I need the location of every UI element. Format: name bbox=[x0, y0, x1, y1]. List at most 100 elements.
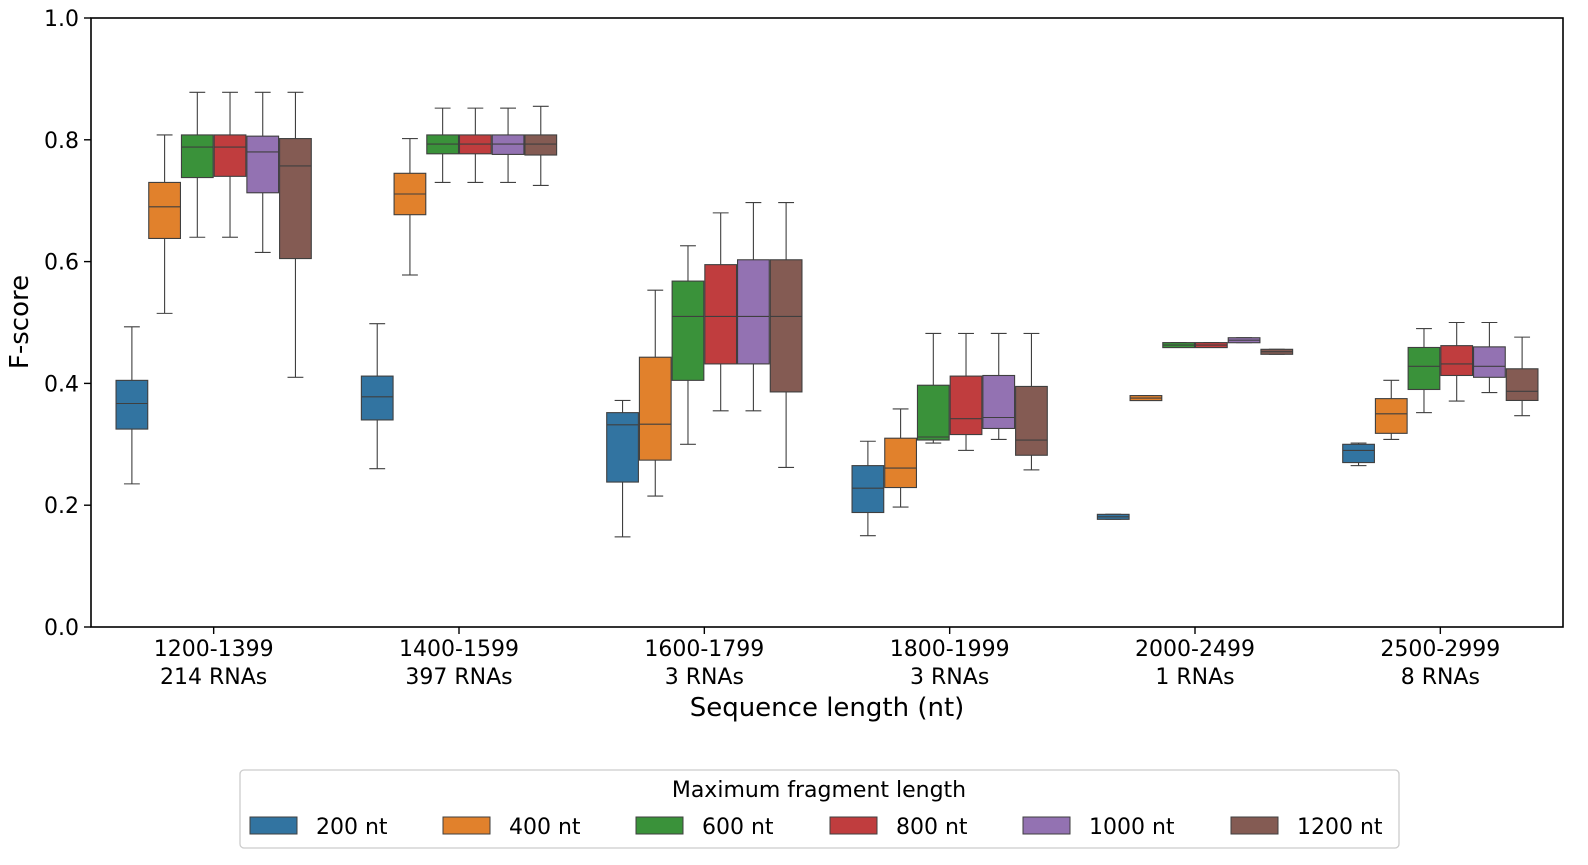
x-axis: 1200-1399 214 RNAs 1400-1599 397 RNAs 1600-1… bbox=[154, 627, 1500, 690]
legend-items: 200 nt 400 nt 600 nt 800 nt 1000 nt 1200 nt bbox=[249, 815, 1383, 840]
x-tick-label-count: 3 RNAs bbox=[910, 665, 989, 690]
box-200nt-1400-1599 bbox=[360, 323, 394, 470]
box-iqr bbox=[949, 375, 983, 436]
box-400nt-1200-1399 bbox=[148, 134, 182, 314]
box-600nt-2000-2499 bbox=[1162, 342, 1196, 349]
box-iqr bbox=[982, 374, 1016, 430]
box-800nt-2500-2999 bbox=[1440, 321, 1474, 402]
box-600nt-1800-1999 bbox=[916, 332, 950, 444]
x-tick-label-range: 1800-1999 bbox=[890, 637, 1010, 662]
box-600nt-1600-1799 bbox=[671, 245, 705, 445]
box-400nt-2500-2999 bbox=[1374, 379, 1408, 440]
box-800nt-2000-2499 bbox=[1194, 342, 1228, 349]
box-1000nt-1200-1399 bbox=[246, 91, 280, 254]
legend-swatch bbox=[1230, 816, 1279, 835]
box-iqr bbox=[1440, 345, 1474, 377]
x-tick-label-range: 1200-1399 bbox=[154, 637, 274, 662]
legend-item: 600 nt bbox=[635, 815, 774, 840]
y-axis: 0.0 0.2 0.4 0.6 0.8 1.0 bbox=[44, 7, 91, 641]
legend-swatch bbox=[1022, 816, 1071, 835]
box-600nt-1400-1599 bbox=[426, 107, 460, 183]
legend-label: 400 nt bbox=[509, 815, 581, 840]
box-800nt-1600-1799 bbox=[704, 212, 738, 412]
box-iqr bbox=[671, 280, 705, 381]
legend-title: Maximum fragment length bbox=[672, 778, 966, 803]
box-iqr bbox=[606, 412, 639, 483]
box-iqr bbox=[769, 259, 803, 393]
box-1000nt-1400-1599 bbox=[491, 107, 525, 183]
box-iqr bbox=[148, 181, 182, 240]
x-tick-label-count: 397 RNAs bbox=[405, 665, 512, 690]
legend: Maximum fragment length 200 nt 400 nt 600 … bbox=[239, 769, 1400, 849]
box-1200nt-1400-1599 bbox=[524, 105, 558, 187]
box-800nt-1400-1599 bbox=[458, 107, 492, 183]
box-1200nt-1600-1799 bbox=[769, 201, 803, 468]
y-tick-label: 1.0 bbox=[44, 7, 79, 32]
x-tick-label-count: 214 RNAs bbox=[160, 665, 267, 690]
box-iqr bbox=[524, 134, 558, 156]
legend-frame bbox=[239, 769, 1400, 849]
box-iqr bbox=[851, 465, 885, 514]
box-iqr bbox=[638, 356, 672, 461]
legend-swatch bbox=[442, 816, 491, 835]
box-iqr bbox=[916, 384, 950, 441]
x-tick-label-count: 1 RNAs bbox=[1155, 665, 1234, 690]
legend-item: 1000 nt bbox=[1022, 815, 1175, 840]
legend-item: 200 nt bbox=[249, 815, 388, 840]
legend-item: 800 nt bbox=[829, 815, 968, 840]
box-1200nt-1200-1399 bbox=[279, 91, 312, 378]
box-1000nt-2500-2999 bbox=[1472, 321, 1506, 394]
box-600nt-1200-1399 bbox=[180, 91, 214, 238]
box-iqr bbox=[1342, 443, 1375, 464]
box-400nt-1400-1599 bbox=[393, 138, 427, 276]
box-400nt-1600-1799 bbox=[638, 289, 672, 497]
box-iqr bbox=[704, 264, 738, 365]
box-1200nt-2000-2499 bbox=[1260, 348, 1294, 355]
box-iqr bbox=[884, 437, 918, 489]
box-800nt-1800-1999 bbox=[949, 332, 983, 451]
box-iqr bbox=[1374, 398, 1408, 434]
y-tick-label: 0.2 bbox=[44, 494, 79, 519]
legend-item: 1200 nt bbox=[1230, 815, 1383, 840]
box-400nt-1800-1999 bbox=[884, 408, 918, 508]
box-800nt-1200-1399 bbox=[213, 91, 247, 238]
y-axis-title: F-score bbox=[5, 275, 35, 369]
box-1200nt-2500-2999 bbox=[1505, 336, 1539, 417]
box-iqr bbox=[1407, 346, 1441, 391]
box-iqr bbox=[180, 134, 214, 179]
box-200nt-1600-1799 bbox=[606, 399, 639, 538]
box-iqr bbox=[360, 375, 394, 421]
legend-item: 400 nt bbox=[442, 815, 581, 840]
y-tick-label: 0.6 bbox=[44, 251, 79, 276]
box-600nt-2500-2999 bbox=[1407, 328, 1441, 414]
box-iqr bbox=[491, 134, 525, 155]
box-iqr bbox=[736, 259, 770, 365]
box-iqr bbox=[1472, 346, 1506, 378]
box-200nt-1800-1999 bbox=[851, 440, 885, 537]
box-iqr bbox=[115, 379, 149, 430]
box-1200nt-1800-1999 bbox=[1015, 332, 1048, 471]
legend-swatch bbox=[635, 816, 684, 835]
x-tick-label-range: 2500-2999 bbox=[1380, 637, 1500, 662]
x-tick-label-count: 3 RNAs bbox=[665, 665, 744, 690]
legend-label: 800 nt bbox=[896, 815, 968, 840]
y-tick-label: 0.0 bbox=[44, 616, 79, 641]
box-iqr bbox=[213, 134, 247, 177]
box-1000nt-2000-2499 bbox=[1227, 337, 1261, 344]
box-200nt-1200-1399 bbox=[115, 326, 149, 485]
box-200nt-2000-2499 bbox=[1096, 513, 1130, 520]
y-tick-label: 0.4 bbox=[44, 372, 79, 397]
plot-frame bbox=[90, 17, 1564, 628]
x-tick-label-range: 1600-1799 bbox=[644, 637, 764, 662]
box-1000nt-1600-1799 bbox=[736, 201, 770, 412]
box-400nt-2000-2499 bbox=[1129, 395, 1163, 402]
x-axis-title: Sequence length (nt) bbox=[690, 693, 965, 723]
box-iqr bbox=[1505, 368, 1539, 402]
legend-swatch bbox=[249, 816, 298, 835]
box-iqr bbox=[246, 135, 280, 194]
legend-label: 1200 nt bbox=[1297, 815, 1383, 840]
x-tick-label-range: 1400-1599 bbox=[399, 637, 519, 662]
legend-label: 600 nt bbox=[702, 815, 774, 840]
x-tick-label-range: 2000-2499 bbox=[1135, 637, 1255, 662]
